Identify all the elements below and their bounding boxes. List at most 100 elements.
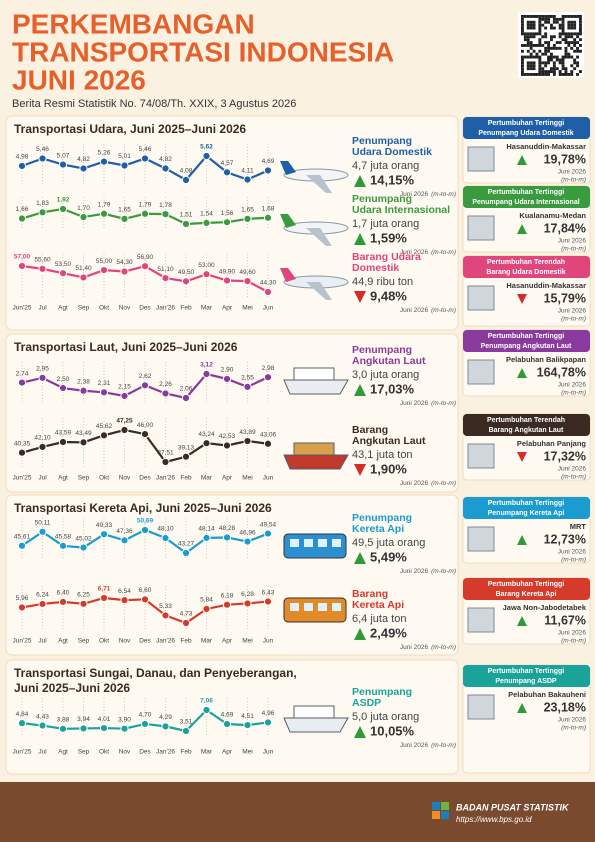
data-label: 3,12 [200, 362, 213, 369]
data-point [263, 597, 273, 606]
qr-cell [570, 32, 574, 36]
qr-cell [544, 41, 548, 44]
panel-date: Juni 2026 [558, 466, 587, 473]
qr-cell [567, 44, 571, 47]
data-point [79, 386, 88, 395]
qr-cell [558, 61, 562, 65]
qr-cell [555, 20, 559, 24]
stat-period: Juni 2026 (m-to-m) [400, 307, 456, 314]
data-label: 1,92 [57, 197, 70, 204]
data-point [38, 721, 47, 730]
qr-cell [538, 64, 542, 68]
qr-cell [532, 67, 536, 71]
data-label: 49,90 [219, 268, 236, 275]
trend-arrow [517, 294, 527, 304]
qr-cell [521, 73, 524, 76]
data-label: 1,79 [98, 201, 111, 208]
data-point [58, 437, 68, 447]
data-label: 4,08 [180, 168, 193, 175]
data-point [17, 603, 27, 612]
qr-cell [532, 26, 536, 30]
data-point [161, 533, 170, 543]
period-date: Juni 2026 [400, 480, 429, 487]
qr-cell [529, 15, 533, 18]
data-point [140, 262, 150, 271]
icon [283, 367, 349, 395]
qr-cell [538, 15, 542, 18]
data-point [222, 168, 232, 177]
qr-cell [544, 64, 548, 68]
qr-cell [523, 55, 527, 59]
data-point [79, 212, 88, 222]
data-point [99, 593, 109, 603]
qr-cell [538, 70, 542, 73]
qr-cell [521, 44, 524, 47]
data-label: 3,88 [57, 717, 70, 724]
data-label: 2,06 [180, 386, 193, 393]
qr-cell [576, 41, 579, 44]
qr-cell [521, 64, 524, 68]
qr-cell [535, 73, 539, 76]
x-tick-label: Mei [242, 749, 252, 756]
qr-cell [576, 15, 579, 18]
icon-window [318, 539, 327, 547]
data-point [17, 378, 27, 387]
qr-cell [579, 15, 582, 18]
stat-period: Juni 2026 (m-to-m) [400, 742, 456, 749]
qr-cell [576, 49, 579, 53]
data-point [161, 273, 170, 283]
qr-cell [547, 70, 550, 73]
data-label: 2,15 [118, 384, 131, 391]
data-point [17, 448, 27, 457]
data-point [120, 267, 129, 276]
qr-cell [550, 52, 553, 56]
icon-hull [283, 454, 349, 470]
data-label: 7,06 [200, 698, 213, 705]
qr-cell [573, 41, 577, 44]
data-point [38, 373, 47, 382]
qr-cell [567, 26, 571, 30]
icon-wing [306, 282, 332, 300]
qr-cell [573, 67, 577, 71]
data-label: 40,35 [14, 440, 31, 447]
data-label: 55,60 [34, 257, 51, 264]
data-label: 4,82 [159, 156, 172, 163]
data-point [120, 596, 129, 605]
line-chart: 4,98 5,46 5,07 4,82 5,26 5,01 5,46 4,82 4,08 5,62… [16, 144, 275, 186]
qr-cell [541, 61, 545, 65]
data-label: 4,98 [16, 154, 29, 161]
qr-cell [529, 55, 533, 59]
qr-cell [538, 49, 542, 53]
data-label: 5,33 [159, 603, 172, 610]
qr-cell [547, 49, 550, 53]
data-label: 4,69 [262, 158, 275, 165]
data-point [17, 161, 27, 171]
data-label: 50,69 [137, 518, 154, 525]
qr-cell [561, 17, 565, 21]
data-point [58, 724, 68, 733]
icon-deck [293, 442, 335, 456]
qr-cell [547, 61, 550, 65]
stat-change: 5,49% [370, 549, 407, 564]
qr-cell [550, 70, 553, 73]
qr-cell [567, 52, 571, 56]
qr-cell [529, 20, 533, 24]
qr-cell [561, 58, 565, 62]
qr-cell [564, 55, 568, 59]
x-tick-label: Nov [119, 638, 131, 645]
qr-cell [521, 23, 524, 27]
data-point [79, 164, 88, 173]
data-label: 55,00 [96, 258, 113, 265]
qr-cell [526, 44, 530, 47]
trend-arrow [354, 291, 366, 303]
data-point [161, 164, 170, 173]
qr-cell [538, 55, 542, 59]
data-label: 4,96 [262, 710, 275, 717]
stat-label: Penumpang [352, 135, 412, 147]
panel-location: Jawa Non-Jabodetabek [503, 603, 587, 612]
qr-cell [521, 61, 524, 65]
qr-cell [544, 73, 548, 76]
trend-arrow [517, 155, 527, 165]
stat-amount: 3,0 juta orang [352, 369, 419, 381]
qr-cell [547, 55, 550, 59]
